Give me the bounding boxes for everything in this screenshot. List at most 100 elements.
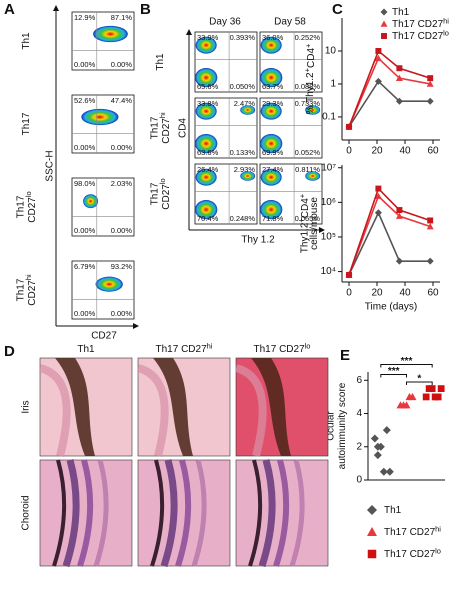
label-part: Thy1.2 bbox=[299, 222, 310, 253]
quadrant-label: 0.065% bbox=[295, 214, 321, 223]
label-part: Th17 bbox=[15, 278, 26, 301]
label-part: lo bbox=[24, 191, 33, 197]
quadrant-label: 0.050% bbox=[230, 82, 256, 91]
tissue bbox=[38, 364, 71, 457]
label-part: Th17 CD27 bbox=[392, 19, 444, 30]
quadrant-label: 87.1% bbox=[111, 13, 133, 22]
quadrant-label: 0.052% bbox=[295, 148, 321, 157]
label-part: hi bbox=[443, 16, 449, 25]
label-part: Th17 bbox=[149, 182, 160, 205]
row-label: Th17CD27lo bbox=[149, 178, 172, 209]
density-blob bbox=[240, 171, 256, 181]
legend-marker bbox=[380, 8, 388, 16]
label-part: CD4 bbox=[306, 48, 317, 68]
data-point bbox=[379, 467, 388, 476]
quadrant-label: 33.8% bbox=[197, 99, 219, 108]
significance-label: *** bbox=[401, 356, 413, 367]
row-label: Th1 bbox=[21, 32, 32, 50]
quadrant-label: 0.733% bbox=[295, 99, 321, 108]
x-tick-label: 0 bbox=[346, 146, 352, 157]
axis-label: CD4 bbox=[178, 118, 189, 138]
data-point bbox=[426, 223, 434, 230]
x-tick-label: 0 bbox=[346, 288, 352, 299]
quadrant-label: 0.00% bbox=[74, 309, 96, 318]
data-point bbox=[374, 209, 382, 217]
data-point bbox=[426, 257, 434, 265]
series-line bbox=[348, 49, 431, 128]
quadrant-label: 0.00% bbox=[111, 309, 133, 318]
density-blob bbox=[195, 134, 218, 154]
tissue-band bbox=[93, 459, 109, 567]
y-tick-label: 10 bbox=[325, 46, 337, 57]
data-point bbox=[375, 185, 382, 192]
density-blob bbox=[260, 36, 282, 54]
quadrant-label: 93.2% bbox=[111, 262, 133, 271]
significance-label: * bbox=[417, 374, 421, 385]
label-part: Th1 bbox=[155, 53, 166, 71]
data-point bbox=[426, 80, 434, 87]
density-blob bbox=[195, 36, 217, 54]
density-blob bbox=[195, 200, 218, 220]
significance-bracket bbox=[406, 381, 433, 385]
tissue-band bbox=[289, 459, 305, 567]
x-axis-label: Time (days) bbox=[365, 302, 417, 313]
legend-label: Th17 CD27hi bbox=[384, 524, 441, 537]
y-tick-label: 0.1 bbox=[322, 112, 336, 123]
quadrant-label: 52.6% bbox=[74, 96, 96, 105]
label-part: hi bbox=[158, 112, 167, 118]
y-axis-label: Ocularautoimmunity score bbox=[325, 382, 348, 469]
data-point bbox=[422, 393, 430, 401]
tissue-band bbox=[62, 459, 80, 568]
density-blob bbox=[260, 200, 283, 220]
legend-label: Th17 CD27lo bbox=[384, 546, 441, 559]
data-point bbox=[346, 271, 352, 278]
label-part: hi bbox=[207, 341, 213, 350]
label-part: lo bbox=[305, 341, 311, 350]
quadrant-label: 69.9% bbox=[262, 148, 284, 157]
density-blob bbox=[260, 134, 283, 154]
density-blob bbox=[83, 194, 99, 209]
x-tick-label: 40 bbox=[399, 288, 411, 299]
label-part: Th1 bbox=[21, 32, 32, 50]
label-part: autoimmunity score bbox=[336, 382, 347, 469]
tissue bbox=[136, 364, 169, 457]
legend-label: Th17 CD27lo bbox=[392, 28, 449, 41]
label-part: + bbox=[297, 193, 306, 198]
data-point bbox=[426, 97, 434, 105]
legend-label: Th1 bbox=[392, 7, 410, 18]
tissue-band bbox=[258, 459, 276, 568]
legend-marker bbox=[381, 33, 387, 39]
label-part: Th1 bbox=[77, 344, 95, 355]
y-tick-label: 10⁵ bbox=[321, 232, 336, 243]
row-label: Th1 bbox=[155, 53, 166, 71]
legend-marker bbox=[380, 20, 388, 27]
data-point bbox=[382, 426, 391, 435]
row-label: Iris bbox=[21, 400, 32, 413]
y-tick-label: 10⁶ bbox=[321, 197, 336, 208]
data-point bbox=[427, 75, 434, 82]
label-part: + bbox=[302, 67, 311, 72]
y-tick-label: 2 bbox=[356, 441, 362, 452]
label-part: lo bbox=[435, 546, 441, 555]
quadrant-label: 6.79% bbox=[74, 262, 96, 271]
panel-letter: B bbox=[140, 1, 151, 18]
label-part: hi bbox=[435, 524, 441, 533]
data-point bbox=[425, 385, 433, 393]
label-part: CD27 bbox=[26, 280, 37, 306]
significance-bracket bbox=[380, 364, 433, 368]
quadrant-label: 2.47% bbox=[234, 99, 256, 108]
column-label: Th17 CD27hi bbox=[156, 341, 213, 354]
density-blob bbox=[81, 108, 119, 126]
density-blob bbox=[260, 168, 282, 186]
significance-bracket bbox=[380, 373, 407, 378]
data-point bbox=[396, 207, 403, 214]
tissue-band bbox=[150, 459, 165, 567]
data-point bbox=[395, 257, 403, 265]
label-part: Th17 CD27 bbox=[384, 527, 436, 538]
quadrant-label: 0.00% bbox=[111, 143, 133, 152]
label-part: Th17 CD27 bbox=[156, 344, 208, 355]
y-tick-label: 4 bbox=[356, 408, 362, 419]
quadrant-label: 26.4% bbox=[197, 165, 219, 174]
significance-label: *** bbox=[388, 366, 400, 377]
